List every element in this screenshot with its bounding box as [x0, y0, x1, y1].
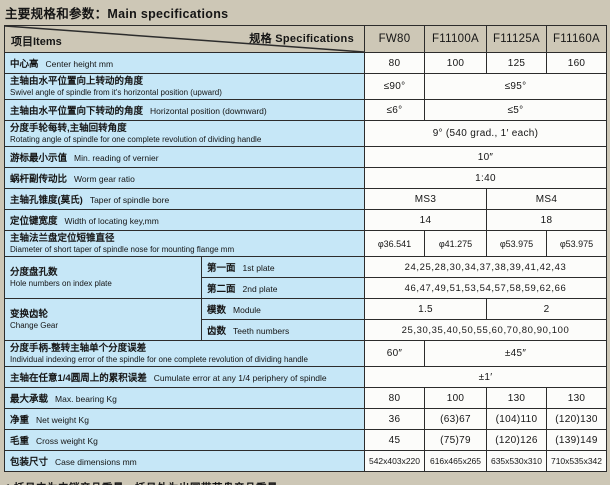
row-max-bearing: 最大承载 Max. bearing Kg 80 100 130 130 — [4, 387, 607, 409]
sub-label: 第一面 1st plate — [201, 256, 365, 278]
sub-label: 第二面 2nd plate — [201, 277, 365, 299]
row-index-plate-1: 分度盘孔数 Hole numbers on index plate 第一面 1st… — [4, 256, 607, 299]
value-cell: ≤90° — [364, 73, 425, 100]
value-cell: 125 — [486, 52, 547, 74]
value-cell: φ53.975 — [486, 230, 547, 257]
value-cell: ±1′ — [364, 366, 607, 388]
value-cell: 2 — [486, 298, 607, 320]
value-cell: 9° (540 grad., 1′ each) — [364, 120, 607, 147]
row-label: 主轴法兰盘定位短锥直径 Diameter of short taper of s… — [4, 230, 365, 257]
diagonal-line — [5, 26, 364, 52]
group-label-index-plate: 分度盘孔数 Hole numbers on index plate — [4, 256, 202, 299]
row-spindle-taper: 主轴孔锥度(莫氏) Taper of spindle bore MS3 MS4 — [4, 188, 607, 210]
value-cell: ≤95° — [424, 73, 607, 100]
value-cell: (120)130 — [546, 408, 607, 430]
row-label: 主轴孔锥度(莫氏) Taper of spindle bore — [4, 188, 365, 210]
value-cell: (104)110 — [486, 408, 547, 430]
row-change-gear-module: 变换齿轮 Change Gear 模数 Module 1.5 2 — [4, 298, 607, 341]
row-vernier: 游标最小示值 Min. reading of vernier 10″ — [4, 146, 607, 168]
value-cell: 46,47,49,51,53,54,57,58,59,62,66 — [364, 277, 607, 299]
row-label: 主轴由水平位置向下转动的角度 Horizontal position (downw… — [4, 99, 365, 121]
row-label: 分度手轮每转,主轴回转角度 Rotating angle of spindle … — [4, 120, 365, 147]
row-label: 主轴由水平位置向上转动的角度 Swivel angle of spindle f… — [4, 73, 365, 100]
row-net-weight: 净重 Net weight Kg 36 (63)67 (104)110 (120)… — [4, 408, 607, 430]
spec-header-label: 规格 Specifications — [249, 33, 354, 45]
row-label: 游标最小示值 Min. reading of vernier — [4, 146, 365, 168]
value-cell: 10″ — [364, 146, 607, 168]
row-cumulate-error: 主轴在任意1/4圆周上的累积误差 Cumulate error at any 1/… — [4, 366, 607, 388]
value-cell: MS3 — [364, 188, 487, 210]
row-label: 毛重 Cross weight Kg — [4, 429, 365, 451]
value-cell: ±45″ — [424, 340, 607, 367]
value-cell: 1:40 — [364, 167, 607, 189]
row-rotating-angle: 分度手轮每转,主轴回转角度 Rotating angle of spindle … — [4, 120, 607, 147]
value-cell: φ36.541 — [364, 230, 425, 257]
value-cell: 80 — [364, 387, 425, 409]
row-label: 定位键宽度 Width of locating key,mm — [4, 209, 365, 231]
value-cell: 100 — [424, 387, 487, 409]
row-label: 最大承载 Max. bearing Kg — [4, 387, 365, 409]
value-cell: 160 — [546, 52, 607, 74]
value-cell: (75)79 — [424, 429, 487, 451]
page-title: 主要规格和参数：Main specifications — [5, 7, 229, 21]
value-cell: (63)67 — [424, 408, 487, 430]
value-cell: (139)149 — [546, 429, 607, 451]
row-index-plate-2: 第二面 2nd plate 46,47,49,51,53,54,57,58,59,… — [5, 277, 607, 299]
row-indexing-error: 分度手柄-整转主轴单个分度误差 Individual indexing erro… — [4, 340, 607, 367]
value-cell: 60″ — [364, 340, 425, 367]
value-cell: φ41.275 — [424, 230, 487, 257]
row-swivel-downward: 主轴由水平位置向下转动的角度 Horizontal position (downw… — [4, 99, 607, 121]
table-header-row: 项目Items 规格 Specifications FW80 F11100A F… — [4, 25, 607, 53]
value-cell: 635x530x310 — [486, 450, 547, 472]
value-cell: 36 — [364, 408, 425, 430]
value-cell: 14 — [364, 209, 487, 231]
row-center-height: 中心高 Center height mm 80 100 125 160 — [4, 52, 607, 74]
items-header-label: 项目Items — [11, 36, 62, 48]
value-cell: 710x535x342 — [546, 450, 607, 472]
value-cell: 542x403x220 — [364, 450, 425, 472]
row-label: 分度手柄-整转主轴单个分度误差 Individual indexing erro… — [4, 340, 365, 367]
value-cell: 130 — [486, 387, 547, 409]
row-label: 包装尺寸 Case dimensions mm — [4, 450, 365, 472]
value-cell: ≤5° — [424, 99, 607, 121]
row-swivel-upward: 主轴由水平位置向上转动的角度 Swivel angle of spindle f… — [4, 73, 607, 100]
value-cell: 130 — [546, 387, 607, 409]
value-cell: 25,30,35,40,50,55,60,70,80,90,100 — [364, 319, 607, 341]
sub-label: 模数 Module — [201, 298, 365, 320]
value-cell: 100 — [424, 52, 487, 74]
value-cell: φ53.975 — [546, 230, 607, 257]
row-label: 中心高 Center height mm — [4, 52, 365, 74]
model-header-f11160a: F11160A — [546, 25, 607, 53]
group-label-change-gear: 变换齿轮 Change Gear — [4, 298, 202, 341]
model-header-f11125a: F11125A — [486, 25, 547, 53]
model-header-f11100a: F11100A — [424, 25, 487, 53]
value-cell: 18 — [486, 209, 607, 231]
sub-label: 齿数 Teeth numbers — [201, 319, 365, 341]
value-cell: 616x465x265 — [424, 450, 487, 472]
row-case-dimensions: 包装尺寸 Case dimensions mm 542x403x220 616x4… — [4, 450, 607, 472]
row-label: 净重 Net weight Kg — [4, 408, 365, 430]
value-cell: 80 — [364, 52, 425, 74]
row-label: 蜗杆副传动比 Worm gear ratio — [4, 167, 365, 189]
footnote: * 括号内为内销产品重量，括号外为出国带花盘产品重量 — [6, 480, 610, 485]
row-worm-ratio: 蜗杆副传动比 Worm gear ratio 1:40 — [4, 167, 607, 189]
row-cross-weight: 毛重 Cross weight Kg 45 (75)79 (120)126 (13… — [4, 429, 607, 451]
value-cell: MS4 — [486, 188, 607, 210]
value-cell: 24,25,28,30,34,37,38,39,41,42,43 — [364, 256, 607, 278]
row-label: 主轴在任意1/4圆周上的累积误差 Cumulate error at any 1/… — [4, 366, 365, 388]
header-diagonal-cell: 项目Items 规格 Specifications — [4, 25, 365, 53]
specifications-table: 项目Items 规格 Specifications FW80 F11100A F… — [4, 25, 607, 472]
model-header-fw80: FW80 — [364, 25, 425, 53]
value-cell: ≤6° — [364, 99, 425, 121]
value-cell: 1.5 — [364, 298, 487, 320]
value-cell: 45 — [364, 429, 425, 451]
row-flange-taper: 主轴法兰盘定位短锥直径 Diameter of short taper of s… — [4, 230, 607, 257]
value-cell: (120)126 — [486, 429, 547, 451]
row-locating-key: 定位键宽度 Width of locating key,mm 14 18 — [4, 209, 607, 231]
